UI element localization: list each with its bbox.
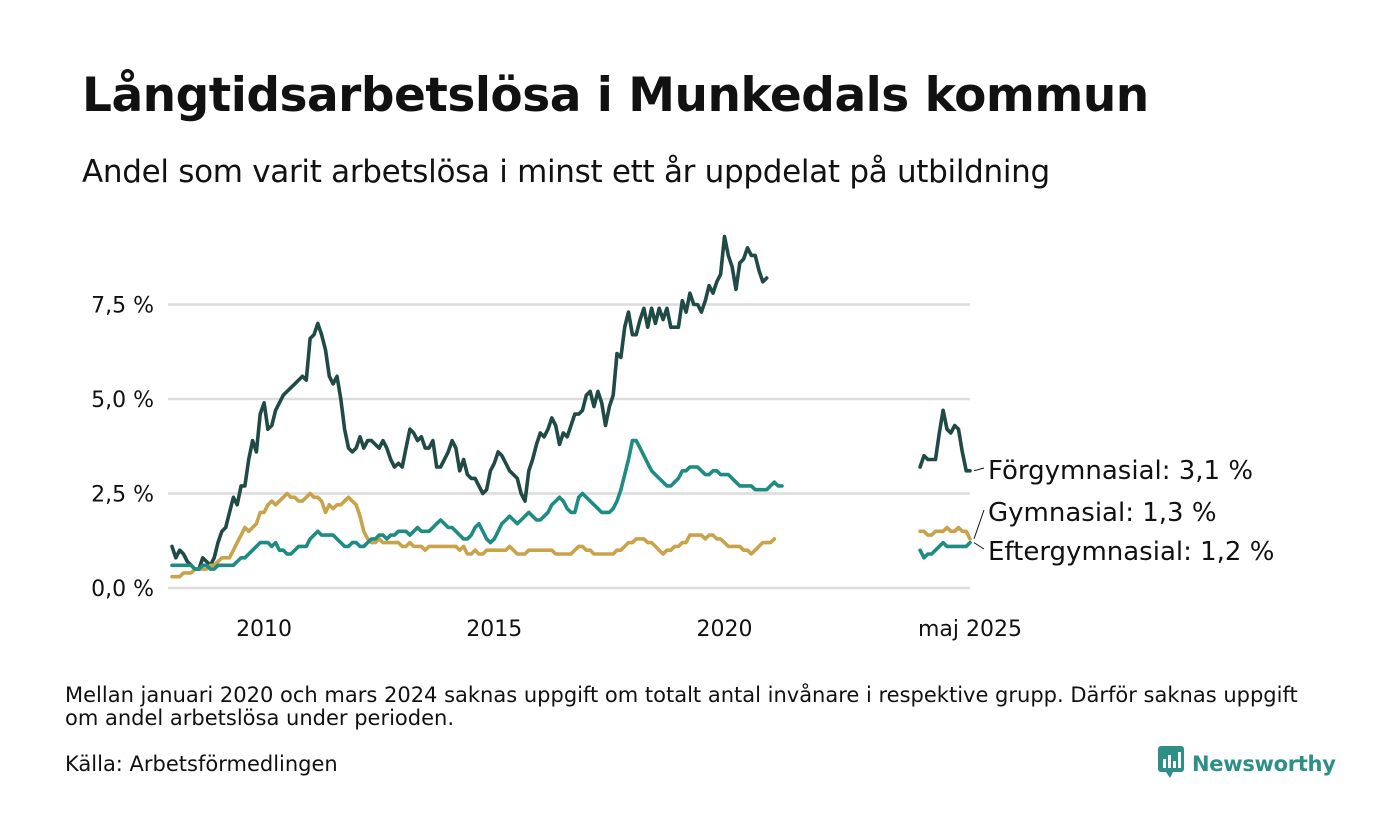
label-leader-line [973,509,985,540]
x-tick-label: 2020 [696,617,752,642]
x-tick-label: maj 2025 [918,617,1022,642]
brand-name: Newsworthy [1192,752,1336,776]
series-line-förgymnasial [918,408,972,473]
line-chart: 0,0 % 2,5 % 5,0 % 7,5 % 2010 2015 2020 maj 202… [91,234,1274,642]
chart-subtitle: Andel som varit arbetslösa i minst ett å… [82,154,1050,190]
label-leader-line [973,542,985,550]
label-leader-line [973,467,985,472]
y-tick-label: 0,0 % [91,577,154,602]
series-label-gymnasial: Gymnasial: 1,3 % [988,498,1217,528]
series-end-labels: Förgymnasial: 3,1 % Gymnasial: 1,3 % Efter… [973,456,1274,567]
series-line-förgymnasial [170,234,769,571]
series-label-eftergymnasial: Eftergymnasial: 1,2 % [988,537,1274,567]
chart-title: Långtidsarbetslösa i Munkedals kommun [82,68,1149,123]
x-tick-label: 2015 [466,617,522,642]
brand-logo[interactable]: Newsworthy [1158,746,1336,782]
series-line-gymnasial [170,491,777,579]
series-line-gymnasial [918,525,972,541]
series-line-eftergymnasial [918,540,972,560]
footnote: Mellan januari 2020 och mars 2024 saknas… [65,683,1298,730]
series-lines [170,234,972,579]
y-tick-label: 2,5 % [91,483,154,508]
y-tick-label: 7,5 % [91,294,154,319]
source-line: Källa: Arbetsförmedlingen [65,752,338,776]
newsworthy-logo-icon [1158,746,1184,782]
y-axis-ticks: 0,0 % 2,5 % 5,0 % 7,5 % [91,294,154,603]
series-line-eftergymnasial [170,438,784,571]
y-tick-label: 5,0 % [91,388,154,413]
x-tick-label: 2010 [236,617,292,642]
series-label-förgymnasial: Förgymnasial: 3,1 % [988,456,1253,486]
x-axis-ticks: 2010 2015 2020 maj 2025 [236,617,1022,642]
gridlines [168,303,970,590]
